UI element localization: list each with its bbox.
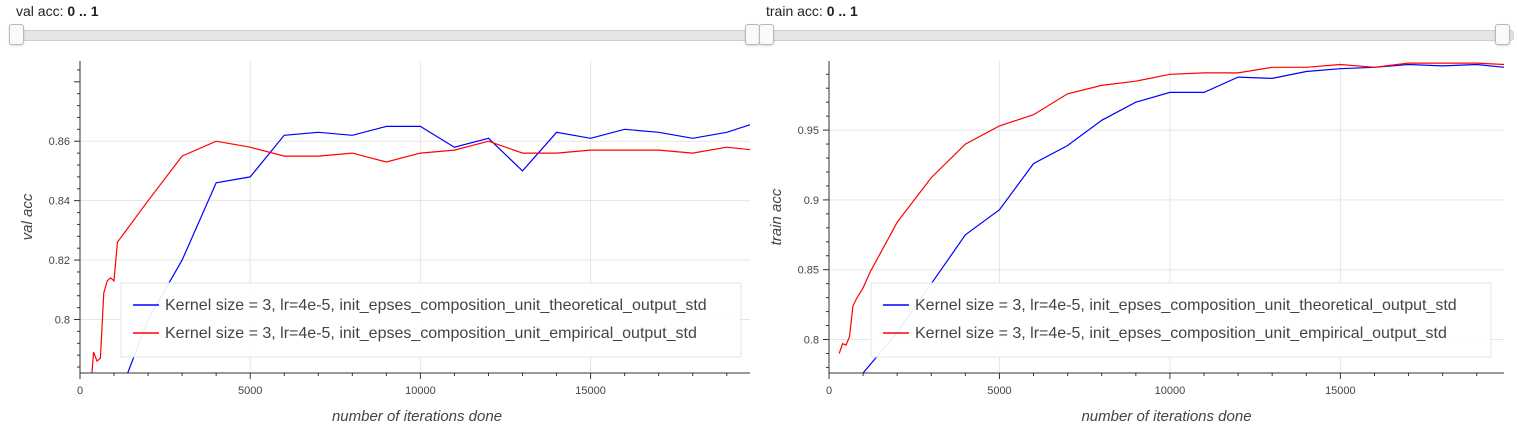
train-acc-slider-start-handle[interactable]: [759, 24, 774, 45]
train-acc-slider-label: train acc:: [766, 3, 823, 19]
legend-label-empirical: Kernel size = 3, lr=4e-5, init_epses_com…: [165, 325, 697, 342]
train-acc-slider-end-handle[interactable]: [1495, 24, 1510, 45]
val-acc-slider-label: val acc:: [16, 3, 64, 19]
series-line-empirical: [91, 140, 750, 373]
legend-label-theoretical: Kernel size = 3, lr=4e-5, init_epses_com…: [165, 297, 707, 314]
val-acc-slider-range: 0 .. 1: [67, 3, 99, 19]
x-tick-label: 15000: [1325, 385, 1356, 397]
x-axis-label: number of iterations done: [332, 408, 502, 425]
series-line-theoretical: [127, 124, 750, 373]
y-tick-label: 0.86: [49, 136, 70, 148]
train-acc-chart: 0 5000 10000 15000 0.8 0.85 0.9 0.95 number of i…: [768, 61, 1504, 425]
series-group: [91, 124, 750, 373]
val-acc-chart: 0 5000 10000 15000 0.8 0.82 0.84 0.86 number of …: [19, 61, 750, 425]
x-axis-label: number of iterations done: [1081, 408, 1251, 425]
train-acc-slider-title: train acc: 0 .. 1: [766, 3, 858, 19]
val-acc-panel: val acc: 0 .. 1 0 5000 10000 15000 0.8 0.82 0.…: [0, 0, 760, 443]
x-tick-label: 5000: [987, 385, 1011, 397]
legend: Kernel size = 3, lr=4e-5, init_epses_com…: [870, 282, 1492, 358]
y-tick-label: 0.85: [798, 265, 819, 277]
y-tick-label: 0.95: [798, 125, 819, 137]
y-tick-label: 0.82: [49, 255, 70, 267]
val-acc-slider-title: val acc: 0 .. 1: [16, 3, 99, 19]
train-acc-slider-track[interactable]: [762, 30, 1514, 41]
series-line-theoretical: [862, 63, 1504, 373]
x-tick-label: 15000: [575, 385, 606, 397]
y-axis-label: train acc: [768, 188, 785, 245]
y-tick-label: 0.9: [804, 195, 819, 207]
legend-label-empirical: Kernel size = 3, lr=4e-5, init_epses_com…: [915, 325, 1447, 342]
y-tick-label: 0.84: [49, 196, 70, 208]
train-acc-panel: train acc: 0 .. 1 0 5000 10000 15000 0.8 0.85…: [750, 0, 1514, 443]
train-acc-slider-range: 0 .. 1: [826, 3, 858, 19]
legend-box: [120, 282, 742, 358]
y-tick-label: 0.8: [55, 315, 70, 327]
series-group: [838, 62, 1504, 373]
x-tick-label: 0: [826, 385, 832, 397]
legend-label-theoretical: Kernel size = 3, lr=4e-5, init_epses_com…: [915, 297, 1457, 314]
x-tick-label: 10000: [1155, 385, 1186, 397]
x-tick-label: 5000: [238, 385, 262, 397]
y-axis-label: val acc: [19, 193, 36, 240]
x-tick-label: 0: [77, 385, 83, 397]
y-tick-label: 0.8: [804, 334, 819, 346]
series-line-empirical: [838, 62, 1504, 354]
legend-box: [870, 282, 1492, 358]
val-acc-slider-track[interactable]: [12, 30, 754, 41]
legend: Kernel size = 3, lr=4e-5, init_epses_com…: [120, 282, 742, 358]
val-acc-slider-start-handle[interactable]: [9, 24, 24, 45]
x-tick-label: 10000: [405, 385, 436, 397]
